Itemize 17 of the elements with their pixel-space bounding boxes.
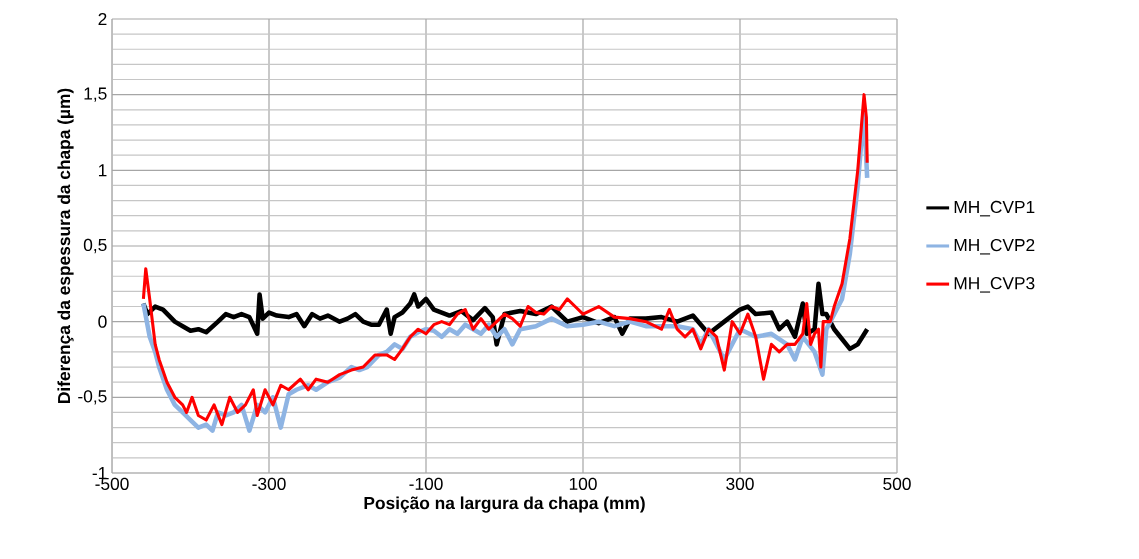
y-tick-label: 2 xyxy=(98,12,107,26)
legend-label: MH_CVP1 xyxy=(954,200,1035,217)
y-tick-label: 1 xyxy=(98,164,107,177)
x-tick-label: 500 xyxy=(883,477,911,490)
x-axis-title: Posição na largura da chapa (mm) xyxy=(364,496,645,513)
y-axis-title: Diferença da espessura da chapa (µm) xyxy=(57,88,74,403)
x-tick-label: 100 xyxy=(569,477,597,490)
legend-label: MH_CVP2 xyxy=(954,238,1035,255)
x-tick-label: 300 xyxy=(726,477,754,490)
x-tick-label: -300 xyxy=(252,477,286,490)
legend-label: MH_CVP3 xyxy=(954,277,1035,293)
y-tick-label: 1,5 xyxy=(84,87,107,102)
y-tick-label: 0,5 xyxy=(83,238,107,254)
y-tick-label: -0,5 xyxy=(78,390,107,405)
y-tick-label: 0 xyxy=(98,315,107,328)
x-tick-label: -100 xyxy=(409,477,443,490)
x-tick-label: -500 xyxy=(95,477,129,490)
